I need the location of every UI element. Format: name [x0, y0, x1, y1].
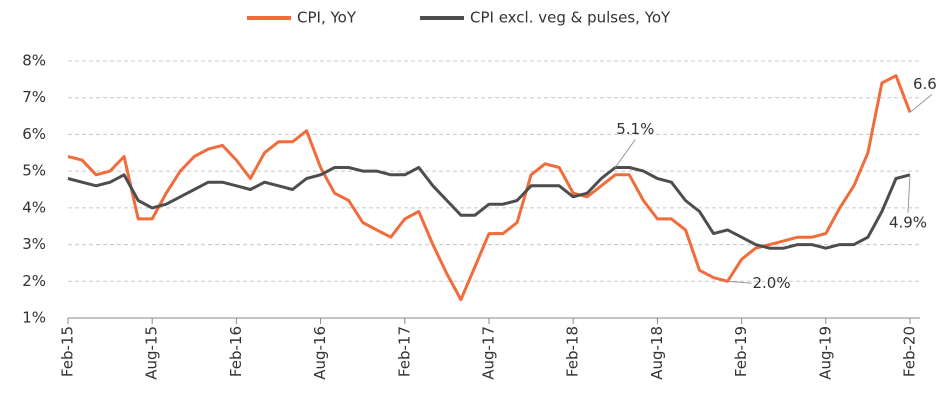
annotation-leader [907, 174, 911, 213]
x-tick-label: Feb-17 [395, 326, 413, 377]
y-tick-label: 6% [22, 125, 46, 143]
legend-label: CPI, YoY [297, 9, 357, 27]
y-tick-label: 7% [22, 88, 46, 106]
y-tick-label: 8% [22, 52, 46, 70]
data-label: 5.1% [616, 120, 654, 138]
y-tick-label: 5% [22, 162, 46, 180]
x-tick-label: Feb-15 [59, 326, 77, 377]
legend-label: CPI excl. veg & pulses, YoY [470, 9, 671, 27]
x-tick-label: Feb-18 [564, 326, 582, 377]
y-tick-label: 4% [22, 198, 46, 216]
data-label: 4.9% [889, 213, 927, 231]
data-label: 6.6% [913, 75, 937, 93]
y-tick-label: 3% [22, 235, 46, 253]
x-tick-label: Aug-15 [143, 326, 161, 380]
annotation-leader [614, 139, 636, 168]
series-line [67, 74, 912, 302]
x-tick-label: Feb-16 [227, 326, 245, 377]
x-tick-label: Feb-19 [732, 326, 750, 377]
x-tick-label: Feb-20 [901, 326, 919, 377]
annotation-leader [727, 280, 752, 284]
y-tick-label: 1% [22, 309, 46, 327]
x-tick-label: Aug-18 [648, 326, 666, 380]
x-tick-label: Aug-19 [816, 326, 834, 380]
x-tick-label: Aug-16 [311, 326, 329, 380]
x-tick-label: Aug-17 [480, 326, 498, 380]
series-line [67, 166, 911, 250]
y-tick-label: 2% [22, 272, 46, 290]
annotation-leader [909, 94, 933, 113]
data-label: 2.0% [753, 274, 791, 292]
